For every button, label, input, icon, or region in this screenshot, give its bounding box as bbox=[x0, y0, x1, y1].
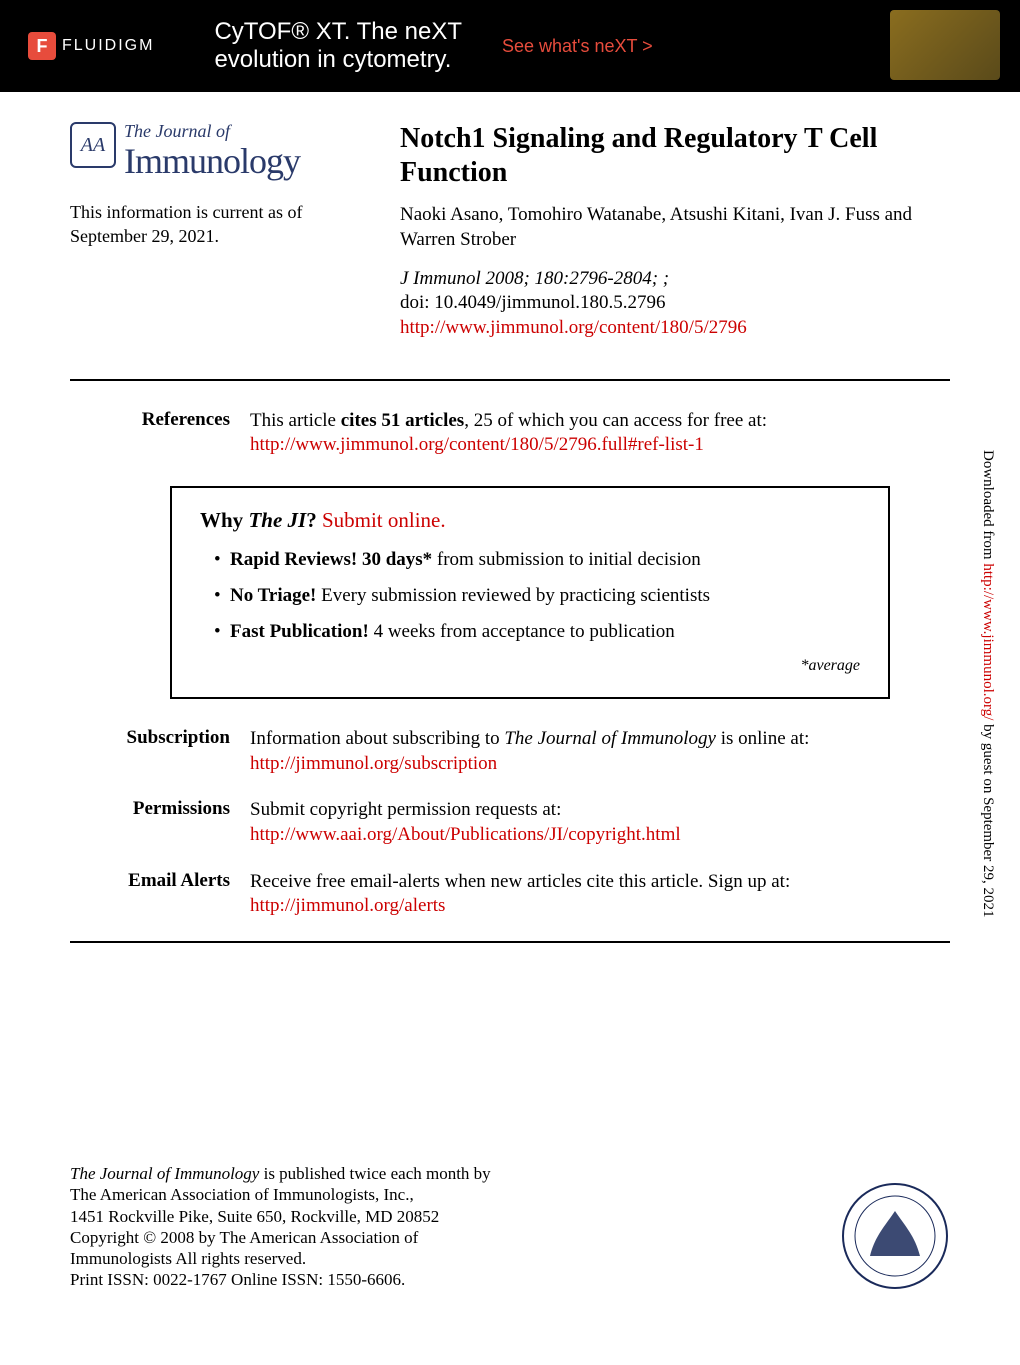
subscription-label: Subscription bbox=[70, 727, 230, 776]
email-alerts-label: Email Alerts bbox=[70, 870, 230, 919]
email-alerts-content: Receive free email-alerts when new artic… bbox=[250, 870, 790, 919]
permissions-label: Permissions bbox=[70, 798, 230, 847]
aai-badge-icon bbox=[840, 1181, 950, 1291]
submit-online-link[interactable]: Submit online. bbox=[322, 508, 446, 532]
footer-row: The Journal of Immunology is published t… bbox=[0, 1163, 1020, 1331]
footer-line1-rest: is published twice each month by bbox=[259, 1164, 490, 1183]
article-title: Notch1 Signaling and Regulatory T Cell F… bbox=[400, 122, 950, 189]
citation-doi: doi: 10.4049/jimmunol.180.5.2796 bbox=[400, 292, 665, 313]
subscription-link[interactable]: http://jimmunol.org/subscription bbox=[250, 753, 497, 774]
email-alerts-text: Receive free email-alerts when new artic… bbox=[250, 871, 790, 892]
footer-line2: The American Association of Immunologist… bbox=[70, 1185, 414, 1204]
why-ji-why: Why bbox=[200, 508, 248, 532]
divider-1 bbox=[70, 379, 950, 381]
header-right-col: Notch1 Signaling and Regulatory T Cell F… bbox=[400, 122, 950, 341]
references-text-suffix: , 25 of which you can access for free at… bbox=[464, 410, 767, 431]
current-as-of: This information is current as of Septem… bbox=[70, 201, 370, 248]
email-alerts-link[interactable]: http://jimmunol.org/alerts bbox=[250, 895, 445, 916]
permissions-row: Permissions Submit copyright permission … bbox=[70, 798, 950, 847]
references-link[interactable]: http://www.jimmunol.org/content/180/5/27… bbox=[250, 434, 704, 455]
fluidigm-icon: F bbox=[28, 32, 56, 60]
subscription-em: The Journal of Immunology bbox=[504, 728, 716, 749]
why-ji-item-2-rest: Every submission reviewed by practicing … bbox=[316, 585, 710, 606]
journal-the-line: The Journal of bbox=[124, 122, 300, 142]
journal-title-block: The Journal of Immunology bbox=[124, 122, 300, 181]
header-left-col: AA The Journal of Immunology This inform… bbox=[70, 122, 370, 341]
why-ji-q: ? bbox=[306, 508, 322, 532]
journal-name: Immunology bbox=[124, 142, 300, 182]
journal-logo: AA The Journal of Immunology bbox=[70, 122, 370, 181]
subscription-text-before: Information about subscribing to bbox=[250, 728, 504, 749]
banner-line-1: CyTOF® XT. The neXT bbox=[214, 18, 462, 46]
header-row: AA The Journal of Immunology This inform… bbox=[0, 92, 1020, 351]
permissions-link[interactable]: http://www.aai.org/About/Publications/JI… bbox=[250, 824, 681, 845]
banner-cta[interactable]: See what's neXT > bbox=[502, 36, 653, 57]
footer-journal-em: The Journal of Immunology bbox=[70, 1164, 259, 1183]
why-ji-item-3-rest: 4 weeks from acceptance to publication bbox=[369, 621, 675, 642]
citation-journal-line: J Immunol 2008; 180:2796-2804; ; bbox=[400, 268, 669, 289]
permissions-text: Submit copyright permission requests at: bbox=[250, 799, 561, 820]
why-ji-item-1: Rapid Reviews! 30 days* from submission … bbox=[214, 549, 860, 571]
footer-line3: 1451 Rockville Pike, Suite 650, Rockvill… bbox=[70, 1207, 439, 1226]
why-ji-list: Rapid Reviews! 30 days* from submission … bbox=[200, 549, 860, 643]
why-ji-box: Why The JI? Submit online. Rapid Reviews… bbox=[170, 486, 890, 699]
why-ji-em: The JI bbox=[248, 508, 306, 532]
references-cites-bold: cites 51 articles bbox=[341, 410, 464, 431]
fluidigm-wordmark: FLUIDIGM bbox=[62, 37, 154, 55]
article-citation: J Immunol 2008; 180:2796-2804; ; doi: 10… bbox=[400, 267, 950, 341]
sidebar-prefix: Downloaded from bbox=[980, 450, 996, 563]
banner-line-2: evolution in cytometry. bbox=[214, 46, 462, 74]
footer-divider bbox=[70, 941, 950, 943]
subscription-content: Information about subscribing to The Jou… bbox=[250, 727, 809, 776]
banner-headline: CyTOF® XT. The neXT evolution in cytomet… bbox=[214, 18, 462, 74]
why-ji-item-3-bold: Fast Publication! bbox=[230, 621, 369, 642]
why-ji-item-2: No Triage! Every submission reviewed by … bbox=[214, 585, 860, 607]
download-sidebar: Downloaded from http://www.jimmunol.org/… bbox=[979, 450, 996, 917]
why-ji-item-3: Fast Publication! 4 weeks from acceptanc… bbox=[214, 621, 860, 643]
subscription-row: Subscription Information about subscribi… bbox=[70, 727, 950, 776]
references-text-prefix: This article bbox=[250, 410, 341, 431]
why-ji-item-2-bold: No Triage! bbox=[230, 585, 316, 606]
citation-journal-italic: J Immunol 2008; 180:2796-2804; ; bbox=[400, 268, 669, 289]
aai-seal-icon: AA bbox=[70, 122, 116, 168]
references-row: References This article cites 51 article… bbox=[0, 409, 1020, 458]
article-url-link[interactable]: http://www.jimmunol.org/content/180/5/27… bbox=[400, 317, 747, 338]
footer-line6: Print ISSN: 0022-1767 Online ISSN: 1550-… bbox=[70, 1270, 405, 1289]
email-alerts-row: Email Alerts Receive free email-alerts w… bbox=[70, 870, 950, 919]
fluidigm-logo: F FLUIDIGM bbox=[28, 32, 154, 60]
why-ji-average-em: *average bbox=[800, 657, 860, 674]
subscription-text-after: is online at: bbox=[716, 728, 809, 749]
references-content: This article cites 51 articles, 25 of wh… bbox=[250, 409, 767, 458]
why-ji-item-1-rest: from submission to initial decision bbox=[432, 549, 701, 570]
permissions-content: Submit copyright permission requests at:… bbox=[250, 798, 681, 847]
banner-product-image bbox=[890, 10, 1000, 80]
references-label: References bbox=[70, 409, 230, 458]
info-sections: Subscription Information about subscribi… bbox=[0, 727, 1020, 919]
footer-line4: Copyright © 2008 by The American Associa… bbox=[70, 1228, 418, 1247]
why-ji-average-note: *average bbox=[200, 657, 860, 675]
sidebar-link[interactable]: http://www.jimmunol.org/ bbox=[980, 563, 996, 720]
footer-text: The Journal of Immunology is published t… bbox=[70, 1163, 491, 1291]
footer-line5: Immunologists All rights reserved. bbox=[70, 1249, 306, 1268]
article-authors: Naoki Asano, Tomohiro Watanabe, Atsushi … bbox=[400, 203, 950, 252]
why-ji-heading: Why The JI? Submit online. bbox=[200, 508, 860, 533]
sidebar-suffix: by guest on September 29, 2021 bbox=[980, 720, 996, 917]
why-ji-item-1-bold: Rapid Reviews! 30 days* bbox=[230, 549, 432, 570]
ad-banner[interactable]: F FLUIDIGM CyTOF® XT. The neXT evolution… bbox=[0, 0, 1020, 92]
